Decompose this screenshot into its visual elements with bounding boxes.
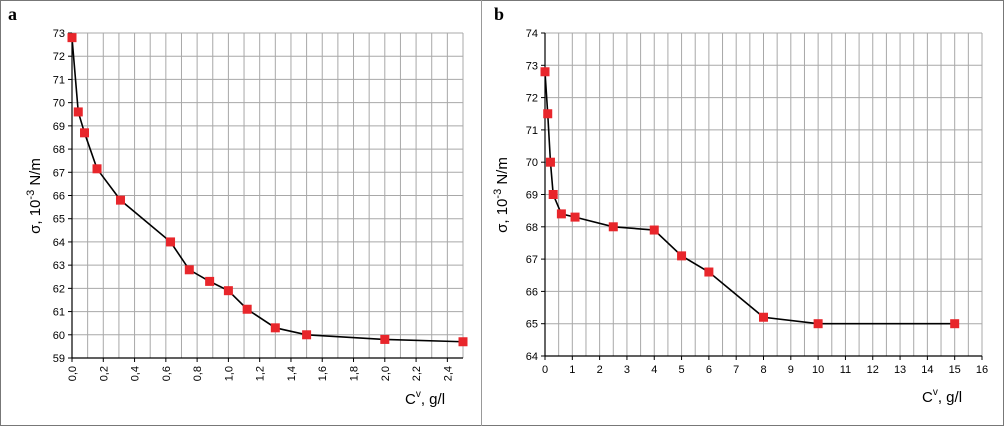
x-tick-label-b: 1 xyxy=(569,364,575,376)
y-tick-label-b: 66 xyxy=(526,286,538,298)
y-tick-label-b: 70 xyxy=(526,157,538,169)
x-tick-label-a: 0,2 xyxy=(98,366,110,381)
y-tick-label-a: 63 xyxy=(53,260,65,272)
y-tick-label-a: 61 xyxy=(53,307,65,319)
y-tick-label-a: 68 xyxy=(53,144,65,156)
x-tick-label-a: 1,2 xyxy=(255,366,267,381)
data-point-b xyxy=(608,222,618,232)
x-tick-label-a: 2,4 xyxy=(442,366,454,381)
y-tick-label-a: 64 xyxy=(53,237,65,249)
y-tick-label-b: 74 xyxy=(526,28,538,40)
data-point-a xyxy=(80,128,90,138)
data-point-a xyxy=(67,33,77,43)
y-tick-label-b: 73 xyxy=(526,60,538,72)
x-tick-label-a: 1,8 xyxy=(349,366,361,381)
panel-label-a: a xyxy=(8,4,17,24)
y-tick-label-b: 68 xyxy=(526,222,538,234)
y-tick-label-b: 64 xyxy=(526,351,538,363)
x-tick-label-b: 10 xyxy=(812,364,824,376)
x-tick-label-b: 14 xyxy=(921,364,933,376)
y-tick-label-b: 72 xyxy=(526,93,538,105)
x-tick-label-a: 1,4 xyxy=(286,366,298,381)
data-point-a xyxy=(242,304,252,314)
data-point-b xyxy=(950,319,960,329)
data-point-a xyxy=(458,337,468,347)
y-tick-label-a: 73 xyxy=(53,28,65,40)
data-point-a xyxy=(166,237,176,247)
data-point-a xyxy=(73,107,83,117)
data-point-b xyxy=(649,225,659,235)
x-tick-label-b: 13 xyxy=(894,364,906,376)
x-tick-label-b: 15 xyxy=(949,364,961,376)
y-tick-label-a: 59 xyxy=(53,353,65,365)
y-tick-label-a: 70 xyxy=(53,98,65,110)
x-tick-label-a: 2,2 xyxy=(411,366,423,381)
x-tick-label-a: 0,6 xyxy=(161,366,173,381)
x-tick-label-a: 1,0 xyxy=(223,366,235,381)
series-line-a xyxy=(71,37,464,343)
data-point-b xyxy=(548,190,558,199)
panel-label-b: b xyxy=(494,4,505,24)
data-point-b xyxy=(540,67,550,77)
x-tick-label-b: 11 xyxy=(840,364,851,376)
x-tick-label-a: 0,0 xyxy=(67,366,79,381)
data-point-a xyxy=(92,164,102,174)
x-tick-label-b: 8 xyxy=(760,364,766,376)
x-tick-label-b: 12 xyxy=(867,364,879,376)
y-tick-label-a: 60 xyxy=(53,330,65,342)
x-tick-label-b: 2 xyxy=(597,364,603,376)
x-tick-label-b: 5 xyxy=(679,364,685,376)
data-point-a xyxy=(184,265,194,275)
data-point-b xyxy=(545,157,555,167)
y-tick-label-b: 65 xyxy=(526,319,538,331)
data-point-b xyxy=(704,267,714,277)
x-tick-label-b: 9 xyxy=(788,364,794,376)
x-tick-label-a: 0,4 xyxy=(130,366,142,381)
y-tick-label-a: 62 xyxy=(53,283,65,295)
data-point-b xyxy=(556,209,566,219)
x-tick-label-b: 16 xyxy=(976,364,988,376)
x-axis-label-a: Cv, g/l xyxy=(405,389,445,408)
data-point-b xyxy=(813,319,823,329)
data-point-a xyxy=(223,286,233,296)
x-tick-label-b: 3 xyxy=(624,364,630,376)
y-tick-label-a: 71 xyxy=(53,74,65,86)
data-point-b xyxy=(543,109,553,119)
y-tick-label-a: 66 xyxy=(53,191,65,203)
data-point-b xyxy=(759,312,768,322)
x-tick-label-a: 0,8 xyxy=(192,366,204,381)
y-tick-label-a: 65 xyxy=(53,214,65,226)
x-tick-label-b: 6 xyxy=(706,364,712,376)
y-tick-label-b: 67 xyxy=(526,254,538,266)
panel-divider xyxy=(481,0,482,426)
data-point-a xyxy=(205,276,215,286)
data-point-b xyxy=(677,251,687,261)
data-point-a xyxy=(380,334,390,344)
y-tick-label-b: 69 xyxy=(526,190,538,202)
x-tick-label-b: 4 xyxy=(651,364,657,376)
x-tick-label-b: 0 xyxy=(542,364,548,376)
y-tick-label-a: 69 xyxy=(53,121,65,133)
y-tick-label-a: 67 xyxy=(53,167,65,179)
data-point-b xyxy=(570,212,580,222)
x-tick-label-b: 7 xyxy=(733,364,739,376)
y-axis-label-b: σ, 10-3 N/m xyxy=(492,157,511,233)
data-point-a xyxy=(302,330,312,340)
x-axis-label-b: Cv, g/l xyxy=(922,387,962,406)
data-point-a xyxy=(115,195,125,205)
data-point-a xyxy=(270,323,280,333)
y-tick-label-b: 71 xyxy=(526,125,538,137)
x-tick-label-a: 1,6 xyxy=(317,366,329,381)
x-tick-label-a: 2,0 xyxy=(380,366,392,381)
y-tick-label-a: 72 xyxy=(53,51,65,63)
y-axis-label-a: σ, 10-3 N/m xyxy=(25,158,44,234)
